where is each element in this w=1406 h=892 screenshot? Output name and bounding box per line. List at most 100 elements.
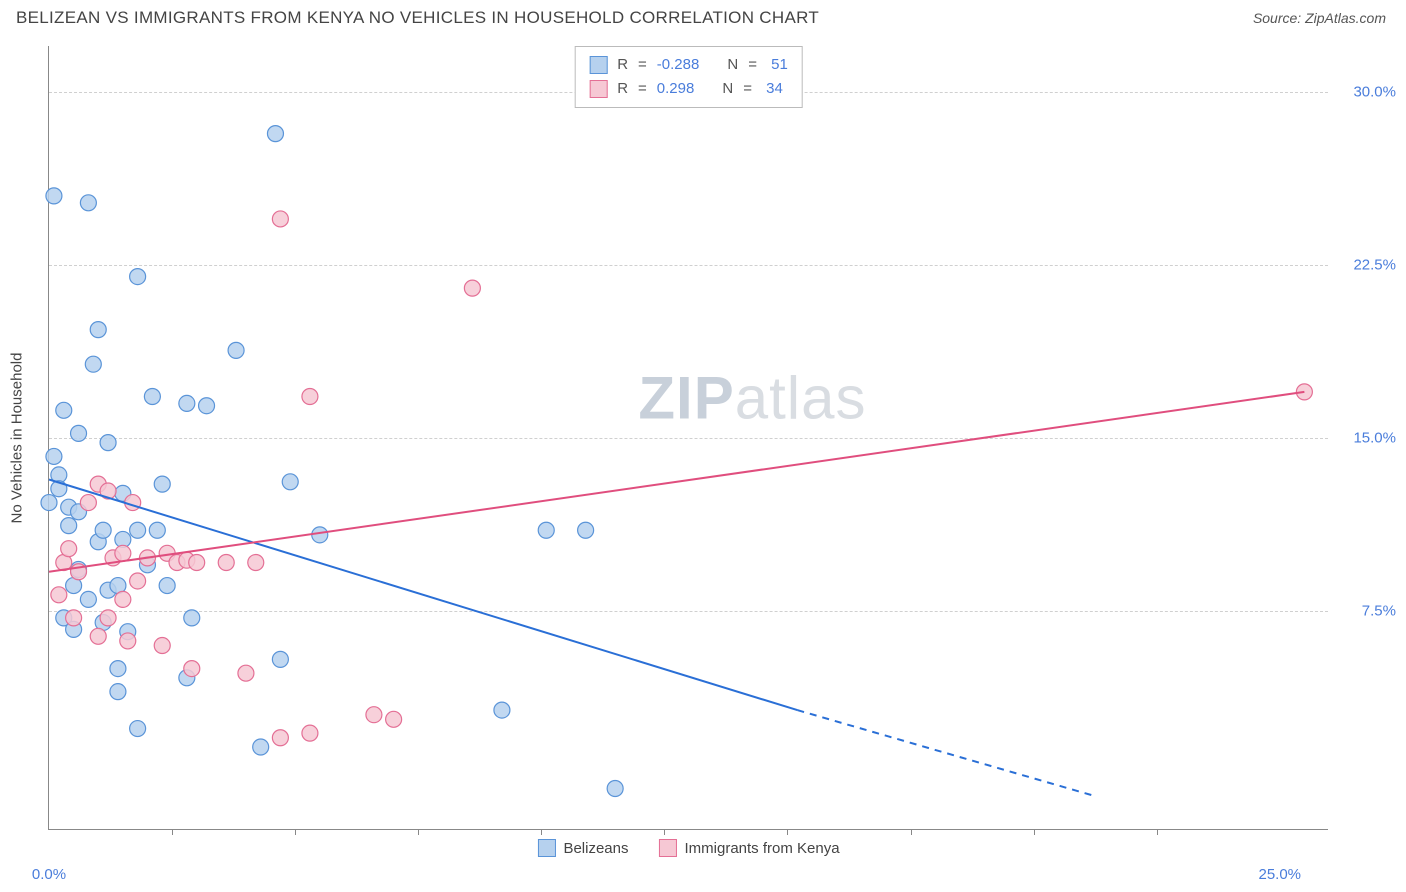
data-point xyxy=(218,555,234,571)
data-point xyxy=(80,591,96,607)
x-tick xyxy=(418,829,419,835)
data-point xyxy=(179,395,195,411)
data-point xyxy=(41,495,57,511)
y-tick-label: 30.0% xyxy=(1353,84,1396,101)
legend-swatch xyxy=(589,56,607,74)
chart-title: BELIZEAN VS IMMIGRANTS FROM KENYA NO VEH… xyxy=(16,8,819,28)
data-point xyxy=(85,356,101,372)
x-tick xyxy=(172,829,173,835)
series-legend: Belizeans Immigrants from Kenya xyxy=(537,839,839,857)
data-point xyxy=(238,665,254,681)
r-label: R xyxy=(617,53,628,77)
x-tick xyxy=(664,829,665,835)
data-point xyxy=(95,522,111,538)
y-axis-label: No Vehicles in Household xyxy=(9,352,26,523)
x-tick xyxy=(1034,829,1035,835)
data-point xyxy=(130,269,146,285)
data-point xyxy=(110,661,126,677)
data-point xyxy=(578,522,594,538)
data-point xyxy=(46,448,62,464)
equals: = xyxy=(743,77,752,101)
data-point xyxy=(189,555,205,571)
data-point xyxy=(184,610,200,626)
data-point xyxy=(80,495,96,511)
data-point xyxy=(46,188,62,204)
legend-label: Belizeans xyxy=(563,840,628,857)
x-tick-label: 25.0% xyxy=(1258,866,1301,883)
legend-label: Immigrants from Kenya xyxy=(685,840,840,857)
stats-legend-row: R = 0.298 N = 34 xyxy=(589,77,788,101)
data-point xyxy=(366,707,382,723)
equals: = xyxy=(638,53,647,77)
data-point xyxy=(51,587,67,603)
trend-line xyxy=(797,710,1092,795)
chart-source: Source: ZipAtlas.com xyxy=(1253,10,1386,26)
n-value: 34 xyxy=(762,77,783,101)
data-point xyxy=(115,591,131,607)
data-point xyxy=(154,476,170,492)
y-tick-label: 22.5% xyxy=(1353,257,1396,274)
data-point xyxy=(159,578,175,594)
data-point xyxy=(302,388,318,404)
x-tick xyxy=(295,829,296,835)
data-point xyxy=(312,527,328,543)
data-point xyxy=(90,628,106,644)
data-point xyxy=(267,126,283,142)
r-value: 0.298 xyxy=(657,77,695,101)
equals: = xyxy=(748,53,757,77)
x-tick xyxy=(787,829,788,835)
data-point xyxy=(71,425,87,441)
trend-line xyxy=(49,392,1304,572)
data-point xyxy=(100,435,116,451)
y-tick-label: 7.5% xyxy=(1362,602,1396,619)
legend-item: Immigrants from Kenya xyxy=(659,839,840,857)
data-point xyxy=(130,522,146,538)
stats-legend: R=-0.288N= 51R= 0.298N= 34 xyxy=(574,46,803,108)
n-label: N xyxy=(722,77,733,101)
n-label: N xyxy=(727,53,738,77)
data-point xyxy=(272,211,288,227)
data-point xyxy=(80,195,96,211)
x-tick xyxy=(911,829,912,835)
legend-swatch xyxy=(589,80,607,98)
data-point xyxy=(61,518,77,534)
chart-plot-area: No Vehicles in Household 7.5%15.0%22.5%3… xyxy=(48,46,1328,830)
data-point xyxy=(90,322,106,338)
data-point xyxy=(464,280,480,296)
r-label: R xyxy=(617,77,628,101)
data-point xyxy=(386,711,402,727)
data-point xyxy=(282,474,298,490)
data-point xyxy=(66,610,82,626)
data-point xyxy=(154,638,170,654)
chart-header: BELIZEAN VS IMMIGRANTS FROM KENYA NO VEH… xyxy=(0,0,1406,32)
data-point xyxy=(100,610,116,626)
x-tick xyxy=(1157,829,1158,835)
data-point xyxy=(120,633,136,649)
scatter-plot-svg xyxy=(49,46,1328,829)
data-point xyxy=(253,739,269,755)
data-point xyxy=(302,725,318,741)
data-point xyxy=(130,573,146,589)
data-point xyxy=(184,661,200,677)
data-point xyxy=(248,555,264,571)
data-point xyxy=(272,651,288,667)
data-point xyxy=(494,702,510,718)
data-point xyxy=(110,684,126,700)
equals: = xyxy=(638,77,647,101)
data-point xyxy=(56,402,72,418)
trend-line xyxy=(49,480,797,711)
data-point xyxy=(228,342,244,358)
stats-legend-row: R=-0.288N= 51 xyxy=(589,53,788,77)
data-point xyxy=(272,730,288,746)
data-point xyxy=(607,780,623,796)
n-value: 51 xyxy=(767,53,788,77)
legend-swatch xyxy=(537,839,555,857)
data-point xyxy=(144,388,160,404)
y-tick-label: 15.0% xyxy=(1353,430,1396,447)
data-point xyxy=(130,721,146,737)
legend-swatch xyxy=(659,839,677,857)
data-point xyxy=(149,522,165,538)
x-tick-label: 0.0% xyxy=(32,866,66,883)
legend-item: Belizeans xyxy=(537,839,628,857)
x-tick xyxy=(541,829,542,835)
